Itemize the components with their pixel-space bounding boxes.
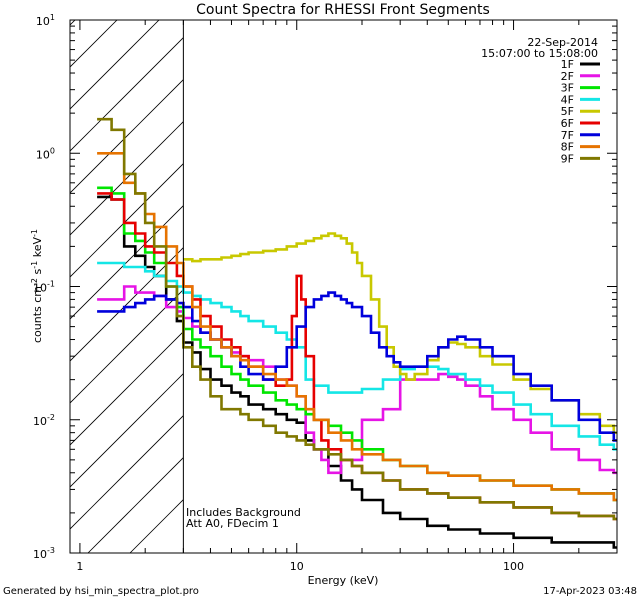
x-tick-label: 10 [290,560,304,573]
hatch-line [70,163,184,278]
hatch-line [70,415,184,530]
legend-label-7F: 7F [561,129,574,142]
y-tick-base: 10 [36,15,50,28]
series-line-8F [97,152,617,502]
x-tick-label: 1 [76,560,83,573]
x-tick-label: 100 [503,560,524,573]
series-line-6F [97,192,617,521]
y-label-exp2: -1 [30,261,39,269]
y-label-mid2: keV [31,237,44,261]
annotation-attenuator: Att A0, FDecim 1 [186,517,279,530]
y-label-mid1: s [31,268,44,277]
y-tick-base: 10 [36,148,50,161]
footer-generator: Generated by hsi_min_spectra_plot.pro [3,586,199,597]
hatch-line [87,457,184,553]
series-layer [97,117,617,549]
hatch-line [70,20,160,110]
series-line-7F [97,291,617,442]
y-tick-label: 10-1 [33,280,55,295]
hatch-line [70,79,184,194]
hatch-line [70,37,184,152]
y-label-base: counts cm [31,286,44,343]
y-tick-label: 10-2 [33,413,55,428]
hatch-line [70,289,184,404]
series-line-5F [183,232,617,434]
hatch-line [70,373,184,488]
plot-frame [69,19,618,554]
legend-label-8F: 8F [561,141,574,154]
hatch-line [129,499,184,553]
y-tick-exponent: -1 [47,280,55,289]
legend-label-2F: 2F [561,70,574,83]
legend-label-6F: 6F [561,117,574,130]
legend-label-5F: 5F [561,105,574,118]
series-line-2F [97,285,617,475]
chart-title: Count Spectra for RHESSI Front Segments [196,2,490,18]
series-line-1F [97,195,617,549]
shaded-region [70,20,184,553]
y-label-exp1: -2 [30,278,39,286]
footer-timestamp: 17-Apr-2023 03:48 [543,586,637,597]
hatch-line [70,331,184,446]
x-axis-label: Energy (keV) [308,574,379,587]
y-tick-base: 10 [33,548,47,561]
legend-label-3F: 3F [561,82,574,95]
hatch-line [70,205,184,320]
legend-label-9F: 9F [561,152,574,165]
legend-label-1F: 1F [561,58,574,71]
legend-label-4F: 4F [561,93,574,106]
y-axis-label: counts cm-2 s-1 keV-1 [30,229,44,343]
annotation-background: Includes Background [186,506,301,519]
date-label: 22-Sep-2014 [527,36,598,49]
series-line-9F [97,117,617,521]
y-tick-exponent: 0 [50,146,55,155]
hatch-line [70,121,184,236]
time-range-label: 15:07:00 to 15:08:00 [481,47,598,60]
y-tick-label: 100 [36,146,55,161]
series-line-3F [97,186,617,502]
y-tick-exponent: -2 [47,413,55,422]
y-tick-base: 10 [33,282,47,295]
y-tick-exponent: 1 [50,13,55,22]
hatch-line [70,247,184,362]
y-label-exp3: -1 [30,229,39,237]
y-tick-label: 101 [36,13,55,28]
y-tick-exponent: -3 [47,546,55,555]
hatch-line [70,20,118,68]
series-line-4F [97,261,617,451]
y-tick-label: 10-3 [33,546,55,561]
y-tick-base: 10 [33,415,47,428]
